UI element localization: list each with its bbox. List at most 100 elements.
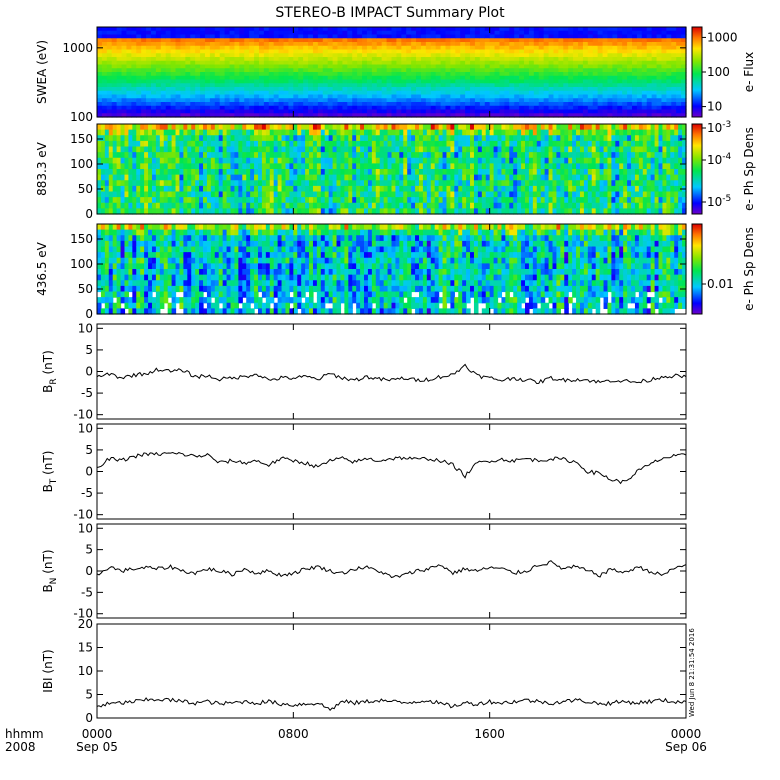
pad-883-cell bbox=[206, 157, 212, 164]
pad-883-cell bbox=[316, 124, 322, 131]
swea-cell bbox=[204, 57, 211, 62]
swea-cell bbox=[514, 57, 520, 62]
swea-cell bbox=[509, 42, 515, 47]
swea-cell bbox=[352, 75, 358, 81]
pad-883-cell bbox=[312, 163, 318, 170]
pad-883-cell bbox=[191, 180, 196, 187]
swea-cell bbox=[219, 113, 226, 118]
swea-cell bbox=[499, 57, 505, 62]
pad-883-cell bbox=[446, 129, 451, 136]
pad-883-cell bbox=[356, 163, 361, 170]
swea-cell bbox=[111, 102, 118, 107]
pad-883-cell bbox=[312, 146, 318, 153]
pad-883-cell bbox=[371, 152, 377, 159]
pad-883-cell bbox=[128, 140, 133, 148]
swea-cell bbox=[568, 109, 574, 114]
pad-883-cell bbox=[309, 197, 314, 204]
swea-cell bbox=[582, 105, 589, 111]
pad-883-cell bbox=[340, 157, 345, 164]
pad-883-cell bbox=[112, 157, 118, 164]
swea-cell bbox=[528, 102, 535, 107]
swea-cell bbox=[317, 64, 324, 69]
pad-883-cell bbox=[489, 174, 495, 181]
pad-883-cell bbox=[297, 135, 302, 142]
pad-883-cell bbox=[250, 208, 255, 215]
swea-cell bbox=[234, 68, 240, 73]
pad-883-cell bbox=[163, 140, 169, 148]
swea-cell bbox=[489, 105, 496, 111]
swea-cell bbox=[298, 64, 304, 69]
pad-883-cell bbox=[104, 163, 110, 170]
swea-cell bbox=[470, 79, 476, 84]
swea-cell bbox=[607, 27, 613, 32]
pad-883-cell bbox=[136, 208, 141, 215]
pad-883-cell bbox=[140, 152, 145, 159]
swea-cell bbox=[160, 105, 167, 111]
swea-cell bbox=[371, 83, 378, 88]
swea-cell bbox=[126, 60, 132, 66]
swea-cell bbox=[612, 27, 618, 32]
swea-cell bbox=[420, 94, 427, 99]
swea-cell bbox=[514, 27, 520, 32]
pad-883-cell bbox=[367, 180, 373, 187]
pad-883-cell bbox=[442, 197, 448, 204]
pad-883-cell bbox=[536, 174, 542, 181]
swea-cell bbox=[514, 102, 520, 107]
swea-cell bbox=[602, 45, 609, 51]
pad-883-cell bbox=[128, 152, 133, 159]
swea-cell bbox=[671, 109, 677, 114]
swea-cell bbox=[219, 90, 226, 96]
swea-cell bbox=[578, 109, 584, 114]
swea-cell bbox=[538, 83, 545, 88]
pad-883-cell bbox=[430, 163, 436, 170]
swea-cell bbox=[352, 53, 358, 58]
swea-cell bbox=[337, 68, 344, 73]
swea-cell bbox=[337, 60, 344, 66]
swea-cell bbox=[200, 57, 206, 62]
swea-cell bbox=[416, 79, 422, 84]
swea-cell bbox=[175, 72, 182, 77]
pad-883-cell bbox=[379, 185, 385, 193]
pad-883-cell bbox=[364, 202, 369, 209]
swea-cell bbox=[362, 94, 368, 99]
pad-883-cell bbox=[505, 169, 510, 176]
pad-883-cell bbox=[450, 124, 455, 131]
pad-883-cell bbox=[179, 180, 184, 187]
pad-883-cell bbox=[603, 124, 609, 131]
swea-cell bbox=[111, 49, 118, 54]
swea-cell bbox=[519, 113, 525, 118]
swea-cell bbox=[440, 75, 447, 81]
swea-cell bbox=[524, 94, 530, 99]
pad-883-cell bbox=[576, 157, 581, 164]
swea-cell bbox=[332, 30, 339, 36]
swea-cell bbox=[524, 27, 530, 32]
pad-883-cell bbox=[422, 185, 428, 193]
swea-cell bbox=[406, 49, 412, 54]
pad-883-cell bbox=[273, 163, 279, 170]
swea-cell bbox=[622, 42, 628, 47]
swea-cell bbox=[592, 98, 599, 103]
swea-cell bbox=[592, 57, 599, 62]
swea-cell bbox=[229, 102, 236, 107]
swea-cell bbox=[362, 38, 368, 43]
pad-883-cell bbox=[599, 140, 605, 148]
pad-883-cell bbox=[128, 146, 133, 153]
pad-883-cell bbox=[395, 208, 400, 215]
pad-883-cell bbox=[399, 180, 404, 187]
swea-cell bbox=[499, 79, 505, 84]
swea-cell bbox=[592, 102, 599, 107]
swea-cell bbox=[641, 34, 648, 39]
swea-cell bbox=[558, 98, 564, 103]
pad-883-cell bbox=[100, 140, 106, 148]
swea-cell bbox=[116, 68, 123, 73]
pad-883-cell bbox=[285, 191, 291, 198]
swea-cell bbox=[327, 102, 334, 107]
pad-883-cell bbox=[360, 197, 365, 204]
swea-cell bbox=[155, 60, 162, 66]
swea-cell bbox=[509, 64, 515, 69]
swea-cell bbox=[470, 90, 476, 96]
pad-883-cell bbox=[583, 129, 589, 136]
swea-cell bbox=[656, 109, 663, 114]
swea-cell bbox=[445, 60, 451, 66]
swea-cell bbox=[406, 79, 412, 84]
